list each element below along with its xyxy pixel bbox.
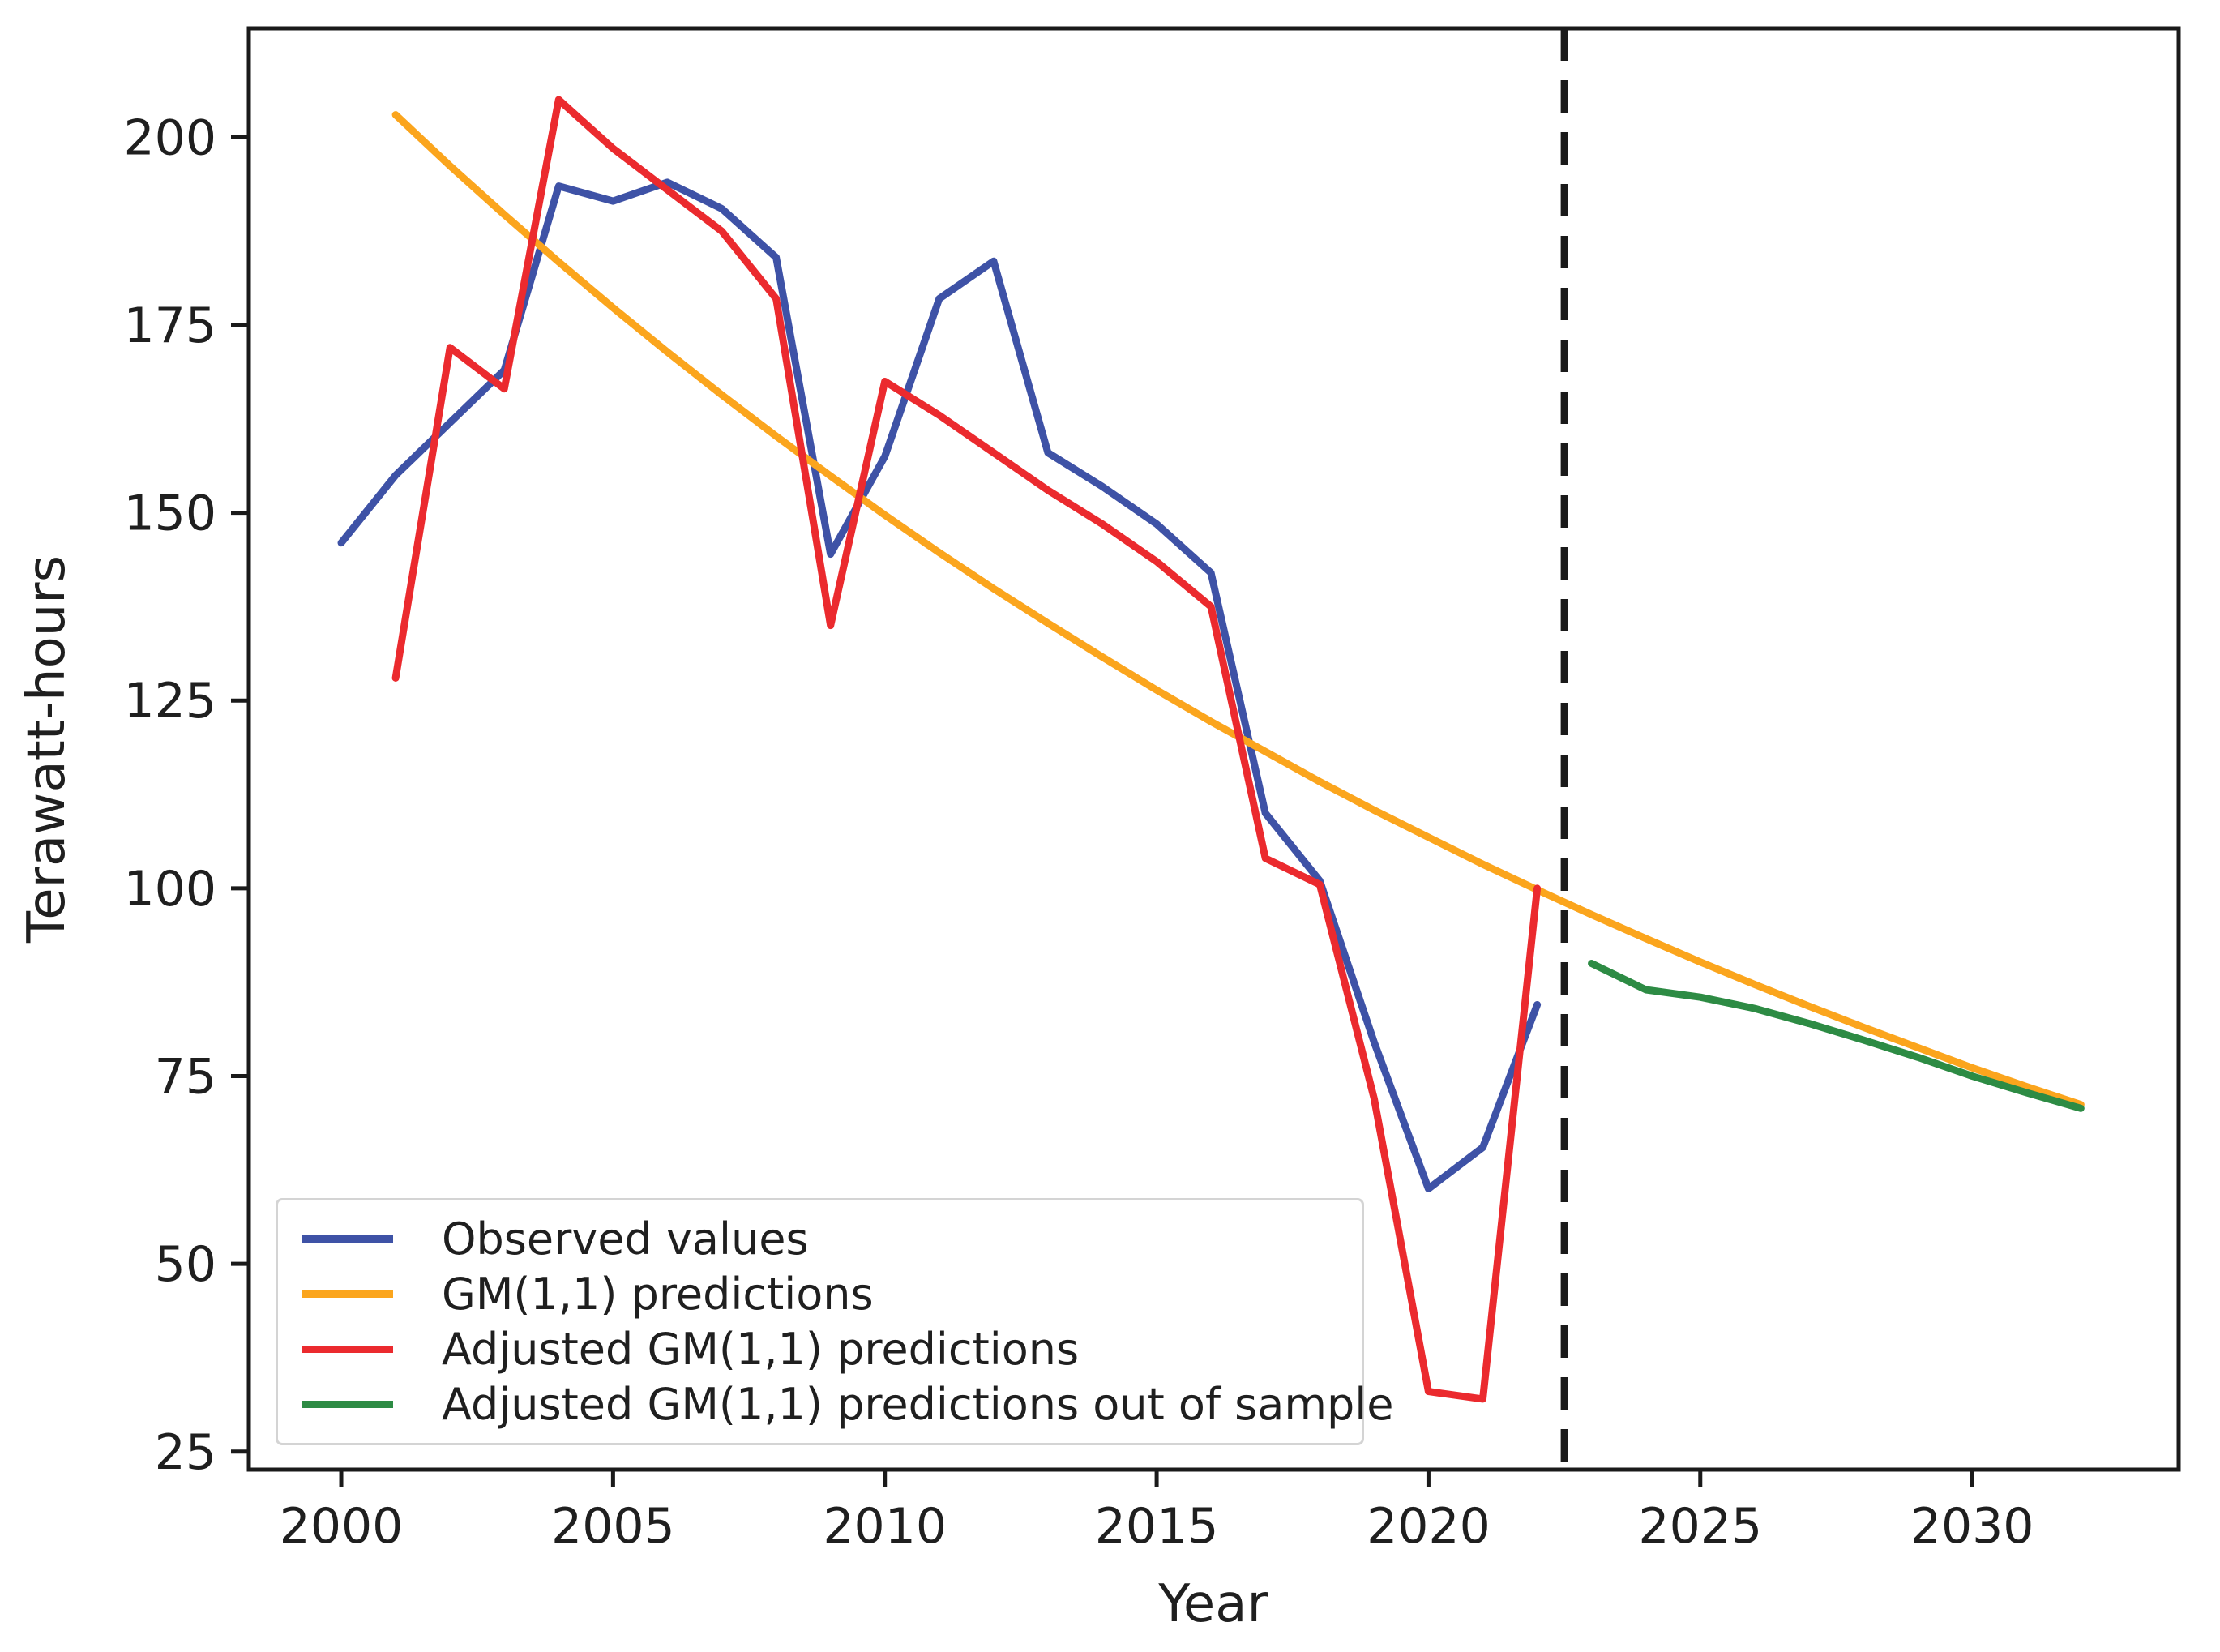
y-tick-label: 125 <box>123 673 216 730</box>
x-tick-label: 2015 <box>1095 1498 1219 1555</box>
legend-line-swatch <box>302 1345 393 1353</box>
legend-label: Adjusted GM(1,1) predictions out of samp… <box>442 1378 1394 1430</box>
x-tick-label: 2020 <box>1367 1498 1491 1555</box>
legend-box: Observed values GM(1,1) predictions Adjust… <box>276 1198 1393 1445</box>
legend-label: Adjusted GM(1,1) predictions <box>442 1323 1080 1375</box>
y-tick-label: 100 <box>123 861 216 918</box>
legend-entry: Adjusted GM(1,1) predictions <box>302 1324 1337 1375</box>
plot-border <box>246 26 2181 1472</box>
legend-line-swatch <box>302 1235 393 1243</box>
y-tick-label: 175 <box>123 297 216 354</box>
legend-label: Observed values <box>442 1213 809 1265</box>
y-axis-label: Terawatt-hours <box>17 555 77 943</box>
y-tick-label: 25 <box>155 1424 216 1481</box>
x-axis-label: Year <box>1158 1574 1268 1634</box>
x-tick-label: 2025 <box>1638 1498 1762 1555</box>
y-tick-label: 50 <box>155 1236 216 1293</box>
legend-line-swatch <box>302 1290 393 1299</box>
series-line-gm-1-1-predictions <box>391 111 2085 1109</box>
legend-entry: Adjusted GM(1,1) predictions out of samp… <box>302 1379 1393 1430</box>
x-tick-label: 2000 <box>280 1498 404 1555</box>
y-tick-label: 150 <box>123 486 216 542</box>
legend-line-swatch <box>302 1400 393 1408</box>
legend-label: GM(1,1) predictions <box>442 1269 874 1320</box>
y-tick-label: 75 <box>155 1049 216 1106</box>
series-line-adjusted-gm-1-1-predictions-out-of-sample <box>1588 960 2085 1112</box>
x-tick-label: 2005 <box>551 1498 675 1555</box>
legend-entry: GM(1,1) predictions <box>302 1269 1337 1320</box>
legend-entry: Observed values <box>302 1213 1337 1265</box>
x-tick-label: 2010 <box>823 1498 947 1555</box>
x-tick-label: 2030 <box>1910 1498 2034 1555</box>
series-line-adjusted-gm-1-1-predictions <box>391 96 1542 1403</box>
y-tick-label: 200 <box>123 109 216 166</box>
